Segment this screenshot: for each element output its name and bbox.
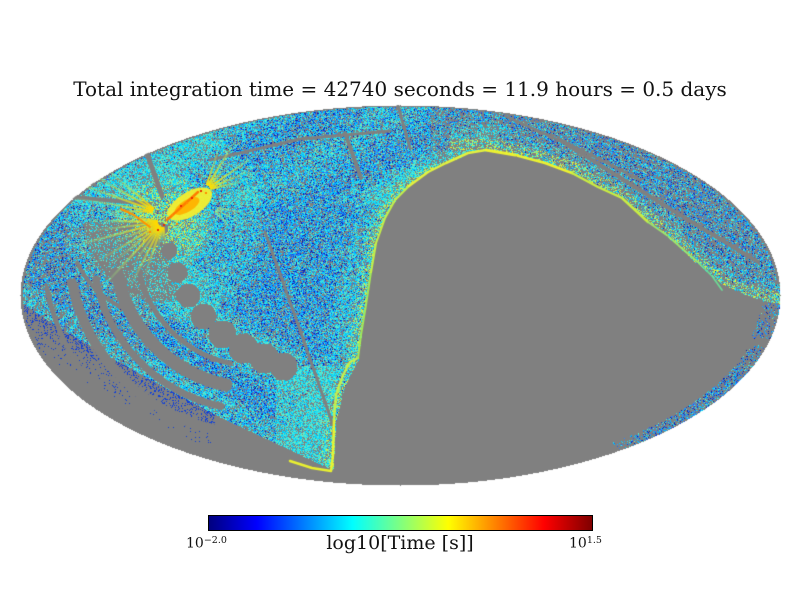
colorbar-min-tick-exponent: −2.0 bbox=[203, 535, 227, 546]
plot-title: Total integration time = 42740 seconds =… bbox=[73, 77, 727, 101]
colorbar-max-tick-base: 10 bbox=[569, 535, 587, 552]
colorbar-max-tick: 101.5 bbox=[569, 534, 602, 552]
colorbar-label: log10[Time [s]] bbox=[326, 532, 474, 554]
colorbar-min-tick: 10−2.0 bbox=[186, 534, 227, 552]
colorbar-max-tick-exponent: 1.5 bbox=[586, 535, 602, 546]
colorbar-gradient bbox=[208, 515, 593, 531]
colorbar-min-tick-base: 10 bbox=[186, 535, 204, 552]
